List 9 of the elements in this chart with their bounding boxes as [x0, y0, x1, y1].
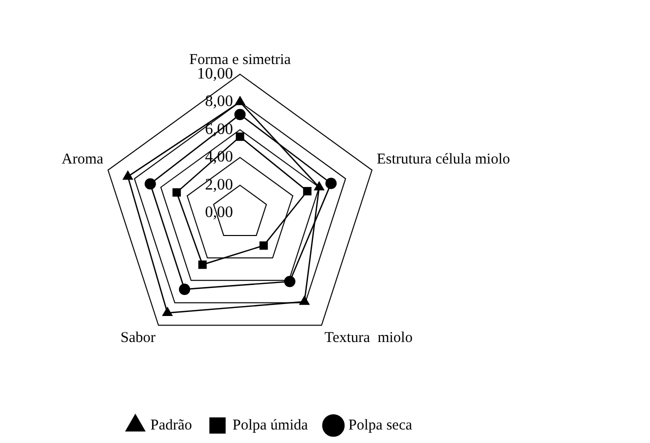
- y-tick-label: 2,00: [205, 176, 233, 194]
- legend-label: Padrão: [150, 417, 192, 434]
- spoke-label: Aroma: [62, 152, 104, 168]
- spoke-label: Sabor: [120, 330, 156, 346]
- legend-label: Polpa úmida: [232, 417, 308, 434]
- y-tick-label: 8,00: [205, 93, 233, 110]
- spoke-label: Estrutura célula miolo: [376, 152, 510, 168]
- spoke-label: Textura miolo: [324, 330, 413, 346]
- legend-label: Polpa seca: [348, 417, 412, 434]
